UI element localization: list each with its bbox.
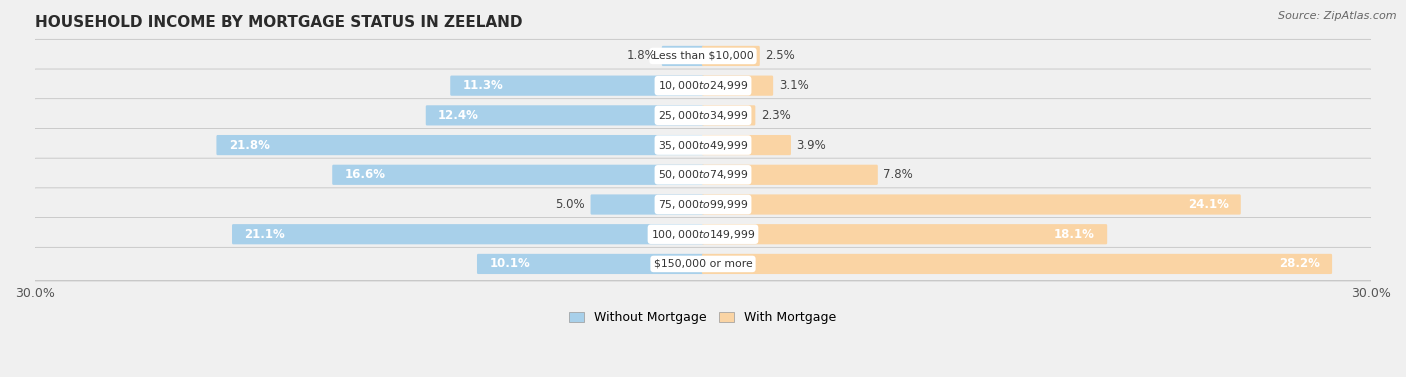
FancyBboxPatch shape	[702, 46, 759, 66]
FancyBboxPatch shape	[32, 70, 1374, 103]
Text: $100,000 to $149,999: $100,000 to $149,999	[651, 228, 755, 241]
FancyBboxPatch shape	[32, 158, 1374, 192]
FancyBboxPatch shape	[32, 40, 1374, 74]
FancyBboxPatch shape	[32, 247, 1374, 280]
FancyBboxPatch shape	[32, 188, 1374, 221]
FancyBboxPatch shape	[32, 129, 1374, 162]
Text: 3.1%: 3.1%	[779, 79, 808, 92]
FancyBboxPatch shape	[232, 224, 704, 244]
Text: 11.3%: 11.3%	[463, 79, 503, 92]
Text: 18.1%: 18.1%	[1054, 228, 1095, 241]
Text: 12.4%: 12.4%	[439, 109, 479, 122]
FancyBboxPatch shape	[217, 135, 704, 155]
FancyBboxPatch shape	[32, 218, 1374, 251]
FancyBboxPatch shape	[32, 39, 1374, 73]
FancyBboxPatch shape	[450, 75, 704, 96]
FancyBboxPatch shape	[32, 69, 1374, 102]
Text: 21.8%: 21.8%	[229, 139, 270, 152]
Text: 16.6%: 16.6%	[344, 168, 385, 181]
Text: $35,000 to $49,999: $35,000 to $49,999	[658, 139, 748, 152]
FancyBboxPatch shape	[702, 254, 1331, 274]
FancyBboxPatch shape	[332, 165, 704, 185]
FancyBboxPatch shape	[702, 195, 1240, 215]
FancyBboxPatch shape	[32, 99, 1374, 132]
Text: Less than $10,000: Less than $10,000	[652, 51, 754, 61]
FancyBboxPatch shape	[702, 105, 755, 126]
Text: Source: ZipAtlas.com: Source: ZipAtlas.com	[1278, 11, 1396, 21]
Text: $10,000 to $24,999: $10,000 to $24,999	[658, 79, 748, 92]
FancyBboxPatch shape	[32, 159, 1374, 193]
Text: $150,000 or more: $150,000 or more	[654, 259, 752, 269]
Text: 28.2%: 28.2%	[1279, 257, 1320, 270]
FancyBboxPatch shape	[702, 135, 792, 155]
Text: 1.8%: 1.8%	[627, 49, 657, 63]
FancyBboxPatch shape	[702, 75, 773, 96]
Text: $25,000 to $34,999: $25,000 to $34,999	[658, 109, 748, 122]
Text: $75,000 to $99,999: $75,000 to $99,999	[658, 198, 748, 211]
FancyBboxPatch shape	[662, 46, 704, 66]
FancyBboxPatch shape	[32, 219, 1374, 252]
FancyBboxPatch shape	[477, 254, 704, 274]
FancyBboxPatch shape	[32, 130, 1374, 163]
FancyBboxPatch shape	[426, 105, 704, 126]
Text: 10.1%: 10.1%	[489, 257, 530, 270]
FancyBboxPatch shape	[702, 224, 1107, 244]
Text: $50,000 to $74,999: $50,000 to $74,999	[658, 168, 748, 181]
Text: 7.8%: 7.8%	[883, 168, 912, 181]
Text: 5.0%: 5.0%	[555, 198, 585, 211]
FancyBboxPatch shape	[591, 195, 704, 215]
FancyBboxPatch shape	[32, 100, 1374, 133]
Text: 2.5%: 2.5%	[765, 49, 796, 63]
Text: 2.3%: 2.3%	[761, 109, 790, 122]
Text: 3.9%: 3.9%	[797, 139, 827, 152]
Text: 24.1%: 24.1%	[1188, 198, 1229, 211]
Legend: Without Mortgage, With Mortgage: Without Mortgage, With Mortgage	[564, 306, 842, 329]
FancyBboxPatch shape	[702, 165, 877, 185]
FancyBboxPatch shape	[32, 189, 1374, 222]
Text: HOUSEHOLD INCOME BY MORTGAGE STATUS IN ZEELAND: HOUSEHOLD INCOME BY MORTGAGE STATUS IN Z…	[35, 15, 523, 30]
FancyBboxPatch shape	[32, 248, 1374, 282]
Text: 21.1%: 21.1%	[245, 228, 285, 241]
